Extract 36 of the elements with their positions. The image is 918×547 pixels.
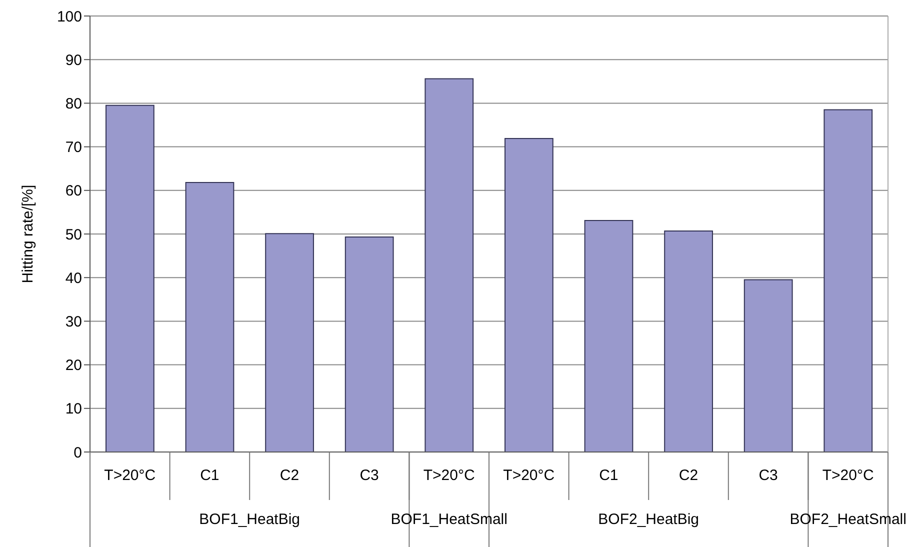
y-tick-label: 50 — [65, 226, 82, 244]
bar — [504, 138, 554, 452]
y-axis-title: Hitting rate/[%] — [19, 184, 36, 284]
text: BOF2_HeatBig — [598, 511, 700, 528]
y-tick-label: 70 — [65, 139, 82, 156]
bar — [185, 182, 234, 452]
y-tick-label: 20 — [65, 357, 82, 374]
x-tick-label: T>20°C — [423, 467, 475, 484]
text: BOF1_HeatBig — [199, 511, 300, 528]
y-tick-label: 80 — [65, 96, 82, 113]
bar — [106, 104, 154, 452]
bar — [744, 279, 793, 452]
x-tick-label: C2 — [678, 467, 698, 484]
x-tick-label: C3 — [360, 467, 379, 484]
y-tick-label: 30 — [65, 314, 82, 331]
y-tick-label: 100 — [56, 8, 82, 26]
y-tick-label: 10 — [65, 400, 82, 418]
y-tick-label: 90 — [65, 52, 82, 69]
x-tick-label: C2 — [280, 467, 300, 484]
bar — [824, 109, 873, 452]
bar — [424, 78, 474, 452]
x-tick-label: C1 — [200, 467, 220, 484]
x-tick-label: C3 — [758, 467, 778, 484]
y-tick-label: 0 — [74, 444, 82, 462]
y-tick-label: 60 — [65, 182, 82, 200]
bar — [344, 236, 394, 452]
text: BOF2_HeatSmall — [790, 511, 906, 528]
x-tick-label: T>20°C — [503, 467, 555, 484]
bar — [265, 233, 314, 452]
bar — [584, 220, 634, 452]
y-tick-label: 40 — [65, 270, 82, 287]
bar — [664, 230, 713, 452]
x-tick-label: T>20°C — [822, 467, 874, 484]
x-tick-label: T>20°C — [104, 467, 156, 484]
text: BOF1_HeatSmall — [390, 511, 508, 528]
x-tick-label: C1 — [599, 467, 618, 484]
